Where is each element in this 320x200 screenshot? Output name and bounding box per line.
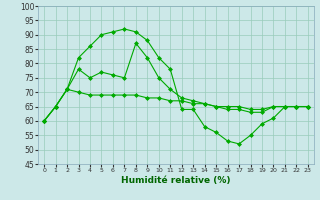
X-axis label: Humidité relative (%): Humidité relative (%): [121, 176, 231, 185]
